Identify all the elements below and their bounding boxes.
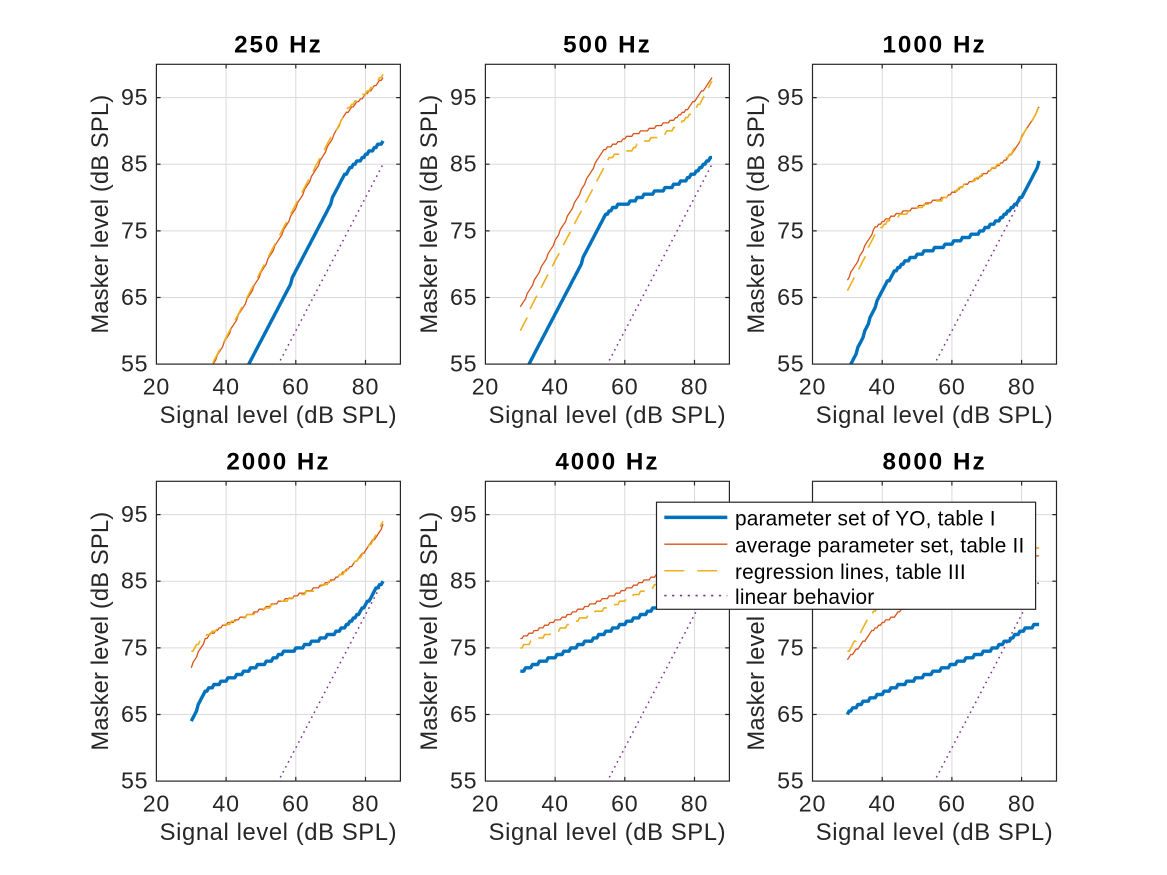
- svg-text:60: 60: [938, 373, 965, 399]
- svg-text:85: 85: [121, 568, 148, 594]
- svg-text:regression lines, table III: regression lines, table III: [735, 561, 966, 584]
- svg-text:65: 65: [777, 284, 804, 310]
- svg-text:8000 Hz: 8000 Hz: [882, 449, 986, 476]
- svg-text:80: 80: [352, 373, 379, 399]
- svg-text:80: 80: [1008, 790, 1035, 816]
- svg-text:60: 60: [282, 373, 309, 399]
- svg-text:20: 20: [472, 373, 499, 399]
- svg-text:80: 80: [681, 790, 708, 816]
- svg-text:95: 95: [121, 501, 148, 527]
- svg-text:65: 65: [777, 701, 804, 727]
- svg-text:55: 55: [450, 351, 477, 377]
- svg-text:65: 65: [450, 284, 477, 310]
- svg-text:95: 95: [450, 84, 477, 110]
- svg-text:average parameter set, table I: average parameter set, table II: [735, 534, 1024, 557]
- svg-text:65: 65: [121, 701, 148, 727]
- svg-text:55: 55: [777, 768, 804, 794]
- svg-text:linear behavior: linear behavior: [735, 586, 874, 609]
- svg-text:40: 40: [541, 373, 568, 399]
- svg-text:55: 55: [777, 351, 804, 377]
- svg-text:75: 75: [450, 217, 477, 243]
- svg-text:60: 60: [938, 790, 965, 816]
- svg-text:20: 20: [472, 790, 499, 816]
- svg-text:500 Hz: 500 Hz: [563, 32, 652, 59]
- svg-text:40: 40: [541, 790, 568, 816]
- svg-text:Signal level (dB SPL): Signal level (dB SPL): [489, 402, 726, 429]
- svg-text:Signal level (dB SPL): Signal level (dB SPL): [816, 402, 1053, 429]
- svg-text:75: 75: [777, 634, 804, 660]
- svg-text:55: 55: [450, 768, 477, 794]
- svg-text:Signal level (dB SPL): Signal level (dB SPL): [160, 819, 397, 846]
- svg-text:Masker level (dB SPL): Masker level (dB SPL): [87, 512, 114, 751]
- svg-text:65: 65: [450, 701, 477, 727]
- svg-text:65: 65: [121, 284, 148, 310]
- svg-text:Masker level (dB SPL): Masker level (dB SPL): [416, 512, 443, 751]
- svg-text:85: 85: [450, 151, 477, 177]
- svg-text:40: 40: [868, 790, 895, 816]
- svg-text:80: 80: [1008, 373, 1035, 399]
- svg-text:55: 55: [121, 768, 148, 794]
- svg-text:20: 20: [143, 373, 170, 399]
- svg-text:60: 60: [282, 790, 309, 816]
- svg-text:Masker level (dB SPL): Masker level (dB SPL): [743, 95, 770, 334]
- svg-text:95: 95: [777, 84, 804, 110]
- svg-text:80: 80: [352, 790, 379, 816]
- svg-text:20: 20: [799, 790, 826, 816]
- svg-text:55: 55: [121, 351, 148, 377]
- svg-text:4000 Hz: 4000 Hz: [555, 449, 659, 476]
- svg-text:Signal level (dB SPL): Signal level (dB SPL): [160, 402, 397, 429]
- svg-text:Signal level (dB SPL): Signal level (dB SPL): [816, 819, 1053, 846]
- svg-text:Signal level (dB SPL): Signal level (dB SPL): [489, 819, 726, 846]
- svg-text:Masker level (dB SPL): Masker level (dB SPL): [87, 95, 114, 334]
- svg-text:75: 75: [121, 634, 148, 660]
- svg-text:75: 75: [777, 217, 804, 243]
- svg-text:95: 95: [450, 501, 477, 527]
- svg-text:80: 80: [681, 373, 708, 399]
- svg-text:40: 40: [868, 373, 895, 399]
- svg-text:250 Hz: 250 Hz: [234, 32, 323, 59]
- svg-text:95: 95: [121, 84, 148, 110]
- svg-text:75: 75: [450, 634, 477, 660]
- svg-text:60: 60: [611, 790, 638, 816]
- svg-text:Masker level (dB SPL): Masker level (dB SPL): [416, 95, 443, 334]
- svg-text:85: 85: [450, 568, 477, 594]
- svg-text:85: 85: [777, 151, 804, 177]
- svg-text:85: 85: [121, 151, 148, 177]
- svg-text:2000 Hz: 2000 Hz: [226, 449, 330, 476]
- svg-text:20: 20: [799, 373, 826, 399]
- svg-text:75: 75: [121, 217, 148, 243]
- svg-text:60: 60: [611, 373, 638, 399]
- svg-text:40: 40: [212, 790, 239, 816]
- svg-text:1000 Hz: 1000 Hz: [882, 32, 986, 59]
- svg-text:40: 40: [212, 373, 239, 399]
- svg-text:20: 20: [143, 790, 170, 816]
- svg-text:parameter set of YO, table I: parameter set of YO, table I: [735, 508, 996, 531]
